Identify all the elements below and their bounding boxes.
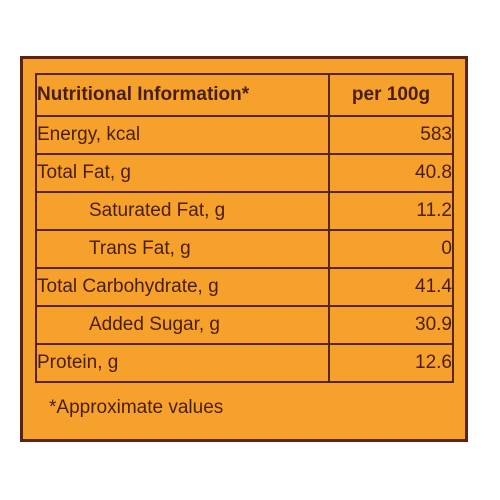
row-value-trans-fat: 0 (328, 229, 454, 269)
table-row: Saturated Fat, g 11.2 (35, 191, 454, 231)
row-value-energy: 583 (328, 115, 454, 155)
row-value-protein: 12.6 (328, 343, 454, 383)
header-label: Nutritional Information* (35, 73, 330, 117)
row-label-protein: Protein, g (35, 343, 330, 383)
table-row: Total Fat, g 40.8 (35, 153, 454, 193)
row-label-saturated-fat: Saturated Fat, g (35, 191, 330, 231)
row-value-total-fat: 40.8 (328, 153, 454, 193)
row-label-total-carbohydrate: Total Carbohydrate, g (35, 267, 330, 307)
footnote: *Approximate values (49, 397, 224, 418)
table-row: Protein, g 12.6 (35, 343, 454, 383)
row-label-total-fat: Total Fat, g (35, 153, 330, 193)
nutrition-table: Nutritional Information* per 100g Energy… (35, 73, 454, 383)
row-value-total-carbohydrate: 41.4 (328, 267, 454, 307)
row-value-added-sugar: 30.9 (328, 305, 454, 345)
nutrition-panel: Nutritional Information* per 100g Energy… (20, 56, 468, 442)
table-row: Added Sugar, g 30.9 (35, 305, 454, 345)
header-per-100g: per 100g (328, 73, 454, 117)
row-label-energy: Energy, kcal (35, 115, 330, 155)
row-label-trans-fat: Trans Fat, g (35, 229, 330, 269)
row-label-added-sugar: Added Sugar, g (35, 305, 330, 345)
table-row: Energy, kcal 583 (35, 115, 454, 155)
table-row: Trans Fat, g 0 (35, 229, 454, 269)
row-value-saturated-fat: 11.2 (328, 191, 454, 231)
table-header-row: Nutritional Information* per 100g (35, 73, 454, 117)
table-row: Total Carbohydrate, g 41.4 (35, 267, 454, 307)
